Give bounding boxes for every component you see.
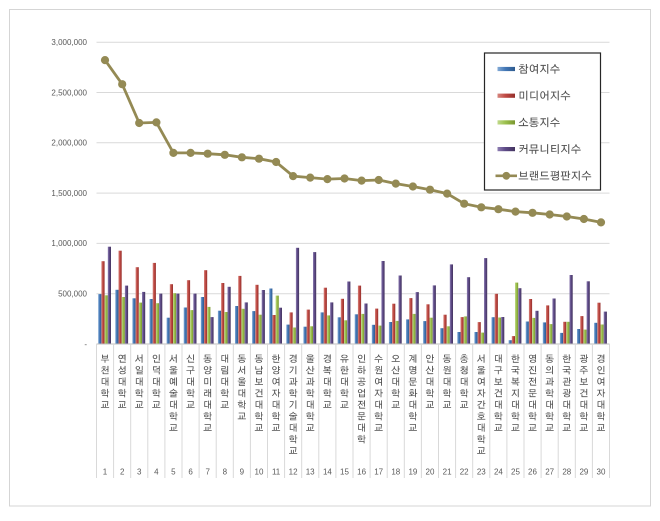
svg-text:11: 11	[272, 468, 281, 477]
svg-text:9: 9	[240, 468, 245, 477]
svg-text:27: 27	[545, 468, 554, 477]
svg-text:500,000: 500,000	[58, 290, 87, 299]
svg-text:1,000,000: 1,000,000	[51, 239, 87, 248]
svg-text:13: 13	[306, 468, 315, 477]
svg-text:24: 24	[494, 468, 503, 477]
svg-text:3: 3	[137, 468, 142, 477]
svg-text:2,000,000: 2,000,000	[51, 139, 87, 148]
svg-text:2: 2	[120, 468, 125, 477]
svg-text:19: 19	[408, 468, 417, 477]
svg-text:3,000,000: 3,000,000	[51, 38, 87, 47]
svg-text:10: 10	[255, 468, 264, 477]
svg-text:25: 25	[511, 468, 520, 477]
svg-text:1: 1	[103, 468, 108, 477]
svg-text:17: 17	[374, 468, 383, 477]
svg-text:15: 15	[340, 468, 349, 477]
svg-text:6: 6	[188, 468, 193, 477]
svg-text:-: -	[84, 340, 87, 349]
svg-text:7: 7	[205, 468, 210, 477]
svg-text:30: 30	[597, 468, 606, 477]
svg-text:16: 16	[357, 468, 366, 477]
svg-text:2,500,000: 2,500,000	[51, 88, 87, 97]
svg-text:8: 8	[223, 468, 228, 477]
svg-text:14: 14	[323, 468, 332, 477]
svg-text:5: 5	[171, 468, 176, 477]
svg-text:21: 21	[443, 468, 452, 477]
svg-text:1,500,000: 1,500,000	[51, 189, 87, 198]
svg-text:4: 4	[154, 468, 159, 477]
svg-text:18: 18	[391, 468, 400, 477]
svg-text:26: 26	[528, 468, 537, 477]
svg-text:20: 20	[426, 468, 435, 477]
svg-text:23: 23	[477, 468, 486, 477]
svg-text:12: 12	[289, 468, 298, 477]
svg-text:28: 28	[562, 468, 571, 477]
svg-text:22: 22	[460, 468, 469, 477]
svg-text:29: 29	[579, 468, 588, 477]
